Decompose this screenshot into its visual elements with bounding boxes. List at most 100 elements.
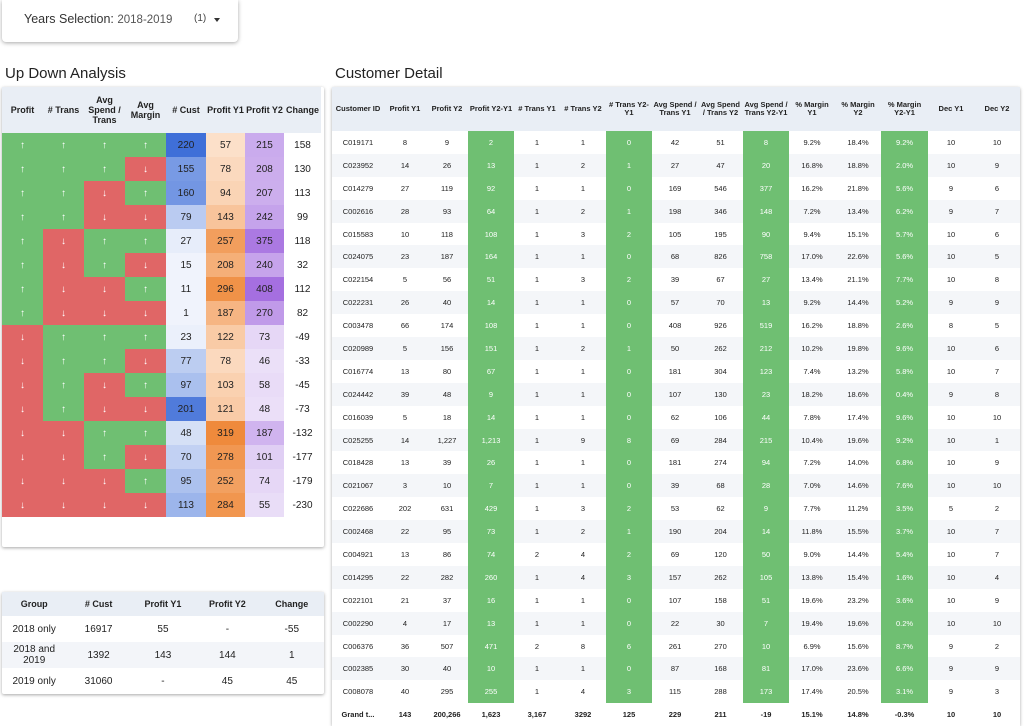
ud-col-header[interactable]: # Cust	[166, 87, 206, 133]
customer-row[interactable]: C020989 5 156 151 1 2 1 50 262 212 10.2% 19.8% 9.6% 1…	[332, 337, 1020, 360]
change-cell: -45	[295, 379, 310, 391]
customer-cell: 212	[743, 337, 789, 360]
customer-cell: 1	[534, 595, 540, 605]
customer-row[interactable]: C024442 39 48 9 1 1 0 107 130 23 18.2% 18.6% 0.4% 9 8	[332, 382, 1020, 406]
customer-cell: 8	[994, 275, 1000, 285]
customer-col-header[interactable]: Dec Y1	[928, 87, 974, 131]
customer-col-header[interactable]: Avg Spend / Trans Y2	[698, 87, 743, 131]
customer-col-header[interactable]: % Margin Y2	[835, 87, 881, 131]
customer-col-header[interactable]: % Margin Y2-Y1	[881, 87, 928, 131]
customer-col-header[interactable]: Dec Y2	[974, 87, 1020, 131]
ud-col-header[interactable]: Profit Y2	[245, 87, 284, 133]
group-col-header[interactable]: Profit Y2	[195, 592, 260, 616]
customer-row[interactable]: C022101 21 37 16 1 1 0 107 158 51 19.6% 23.2% 3.6% 10…	[332, 588, 1020, 612]
customer-id-cell: C024075	[332, 245, 384, 269]
customer-row[interactable]: C002468 22 95 73 1 2 1 190 204 14 11.8% 15.5% 3.7% 10…	[332, 520, 1020, 544]
customer-cell: 3	[580, 504, 586, 514]
customer-cell: 107	[668, 595, 682, 605]
ud-row: ↑ ↑ ↓ ↑ 160 94 207 113	[2, 181, 321, 205]
ud-row: ↓ ↑ ↑ ↓ 77 78 46 -33	[2, 349, 321, 373]
customer-row[interactable]: C002290 4 17 13 1 1 0 22 30 7 19.4% 19.6% 0.2% 10 10	[332, 611, 1020, 635]
customer-cell: 9	[974, 153, 1020, 177]
customer-row[interactable]: C014295 22 282 260 1 4 3 157 262 105 13.8% 15.4% 1.6…	[332, 565, 1020, 589]
customer-cell: 3	[606, 680, 652, 704]
customer-row[interactable]: C008078 40 295 255 1 4 3 115 288 173 17.4% 20.5% 3.1…	[332, 680, 1020, 704]
customer-row[interactable]: C022154 5 56 51 1 3 2 39 67 27 13.4% 21.1% 7.7% 10 8	[332, 268, 1020, 292]
customer-col-header[interactable]: # Trans Y2	[560, 87, 606, 131]
ud-col-header[interactable]: Profit Y1	[206, 87, 245, 133]
customer-row[interactable]: C015583 10 118 108 1 3 2 105 195 90 9.4% 15.1% 5.7% 1…	[332, 222, 1020, 246]
customer-cell: 2	[994, 504, 1000, 514]
customer-row[interactable]: C022231 26 40 14 1 1 0 57 70 13 9.2% 14.4% 5.2% 9 9	[332, 291, 1020, 315]
customer-col-header[interactable]: Profit Y2-Y1	[468, 87, 514, 131]
arrow-down-icon: ↓	[2, 445, 43, 469]
customer-cell: 10	[946, 549, 956, 559]
group-cell: 55	[157, 623, 169, 635]
ud-col-header[interactable]: Profit	[2, 87, 43, 133]
group-row: 2018 only 16917 55 - -55	[2, 616, 324, 642]
customer-row[interactable]: C003478 66 174 108 1 1 0 408 926 519 16.2% 18.8% 2.6…	[332, 314, 1020, 338]
group-col-header[interactable]: Group	[2, 592, 67, 616]
grand-total-cell: 229	[652, 703, 698, 726]
caret-down-icon[interactable]	[214, 18, 220, 22]
ud-row: ↑ ↑ ↑ ↓ 155 78 208 130	[2, 157, 321, 181]
customer-row[interactable]: C024075 23 187 164 1 1 0 68 826 758 17.0% 22.6% 5.6%…	[332, 245, 1020, 269]
customer-row[interactable]: C002616 28 93 64 1 2 1 198 346 148 7.2% 13.4% 6.2% 9 7	[332, 199, 1020, 223]
customer-row[interactable]: C016774 13 80 67 1 1 0 181 304 123 7.4% 13.2% 5.8% 10…	[332, 359, 1020, 383]
grand-total-cell: 3292	[560, 703, 606, 726]
arrow-down-icon: ↓	[43, 253, 84, 277]
customer-col-header[interactable]: Profit Y2	[426, 87, 468, 131]
customer-cell: 13	[400, 458, 410, 468]
customer-cell: 17.4%	[847, 412, 869, 422]
customer-cell: 5.6%	[881, 245, 928, 269]
ud-col-header[interactable]: # Trans	[43, 87, 84, 133]
customer-cell: 164	[468, 245, 514, 269]
customer-cell: 18.2%	[789, 382, 835, 406]
customer-cell: 1	[514, 657, 560, 681]
customer-col-header[interactable]: Avg Spend / Trans Y2-Y1	[743, 87, 789, 131]
group-col-header[interactable]: # Cust	[66, 592, 131, 616]
customer-col-header[interactable]: Avg Spend / Trans Y1	[652, 87, 698, 131]
customer-cell: 0	[606, 451, 652, 475]
customer-row[interactable]: C019171 8 9 2 1 1 0 42 51 8 9.2% 18.4% 9.2% 10 10	[332, 131, 1020, 154]
customer-col-header[interactable]: # Trans Y1	[514, 87, 560, 131]
arrow-down-icon: ↓	[125, 349, 166, 373]
customer-col-header[interactable]: Profit Y1	[384, 87, 426, 131]
customer-row[interactable]: C002385 30 40 10 1 1 0 87 168 81 17.0% 23.6% 6.6% 9 9	[332, 657, 1020, 681]
arrow-down-icon: ↓	[43, 301, 84, 325]
grand-total-cell: 10	[974, 703, 1020, 726]
customer-row[interactable]: C006376 36 507 471 2 8 6 261 270 10 6.9% 15.6% 8.7% 9…	[332, 634, 1020, 658]
customer-row[interactable]: C018428 13 39 26 1 1 0 181 274 94 7.2% 14.0% 6.8% 10 9	[332, 451, 1020, 475]
ud-row: ↑ ↓ ↑ ↓ 15 208 240 32	[2, 253, 321, 277]
customer-id-cell: C002468	[332, 520, 384, 544]
customer-row[interactable]: C004921 13 86 74 2 4 2 69 120 50 9.0% 14.4% 5.4% 10 7	[332, 543, 1020, 566]
years-selection-filter[interactable]: Years Selection: 2018-2019 (1)	[2, 0, 238, 42]
customer-cell: 9	[928, 382, 974, 406]
ud-col-header[interactable]: Avg Margin	[125, 87, 166, 133]
group-col-header[interactable]: Change	[259, 592, 324, 616]
change-cell: 130	[294, 163, 311, 175]
customer-cell: 195	[714, 229, 727, 239]
customer-row[interactable]: C025255 14 1,227 1,213 1 9 8 69 284 215 10.4% 19.6%…	[332, 428, 1020, 452]
customer-row[interactable]: C016039 5 18 14 1 1 0 62 106 44 7.8% 17.4% 9.6% 10 10	[332, 405, 1020, 429]
customer-cell: 0	[606, 657, 652, 681]
up-down-analysis-title: Up Down Analysis	[5, 65, 126, 82]
customer-col-header[interactable]: # Trans Y2-Y1	[606, 87, 652, 131]
ud-col-header[interactable]: Avg Spend / Trans	[84, 87, 125, 133]
customer-cell: 9.6%	[881, 337, 928, 360]
profit-y2-cell: 242	[245, 205, 284, 229]
arrow-up-icon: ↑	[125, 325, 166, 349]
group-col-header[interactable]: Profit Y1	[130, 592, 196, 616]
customer-cell: 10	[743, 634, 789, 658]
customer-row[interactable]: C014279 27 119 92 1 1 0 169 546 377 16.2% 21.8% 5.6%…	[332, 176, 1020, 200]
arrow-down-icon: ↓	[84, 181, 125, 205]
customer-row[interactable]: C022686 202 631 429 1 3 2 53 62 9 7.7% 11.2% 3.5% 5 2	[332, 497, 1020, 521]
customer-col-header[interactable]: % Margin Y1	[789, 87, 835, 131]
profit-y2-cell: 207	[245, 181, 284, 205]
customer-col-header[interactable]: Customer ID	[332, 87, 384, 131]
customer-cell: 6	[606, 634, 652, 658]
customer-row[interactable]: C023952 14 26 13 1 2 1 27 47 20 16.8% 18.8% 2.0% 10 9	[332, 153, 1020, 177]
ud-col-header[interactable]: Change	[284, 87, 321, 133]
customer-row[interactable]: C021067 3 10 7 1 1 0 39 68 28 7.0% 14.6% 7.6% 10 10	[332, 474, 1020, 498]
group-row: 2018 and 2019 1392 143 144 1	[2, 642, 324, 668]
